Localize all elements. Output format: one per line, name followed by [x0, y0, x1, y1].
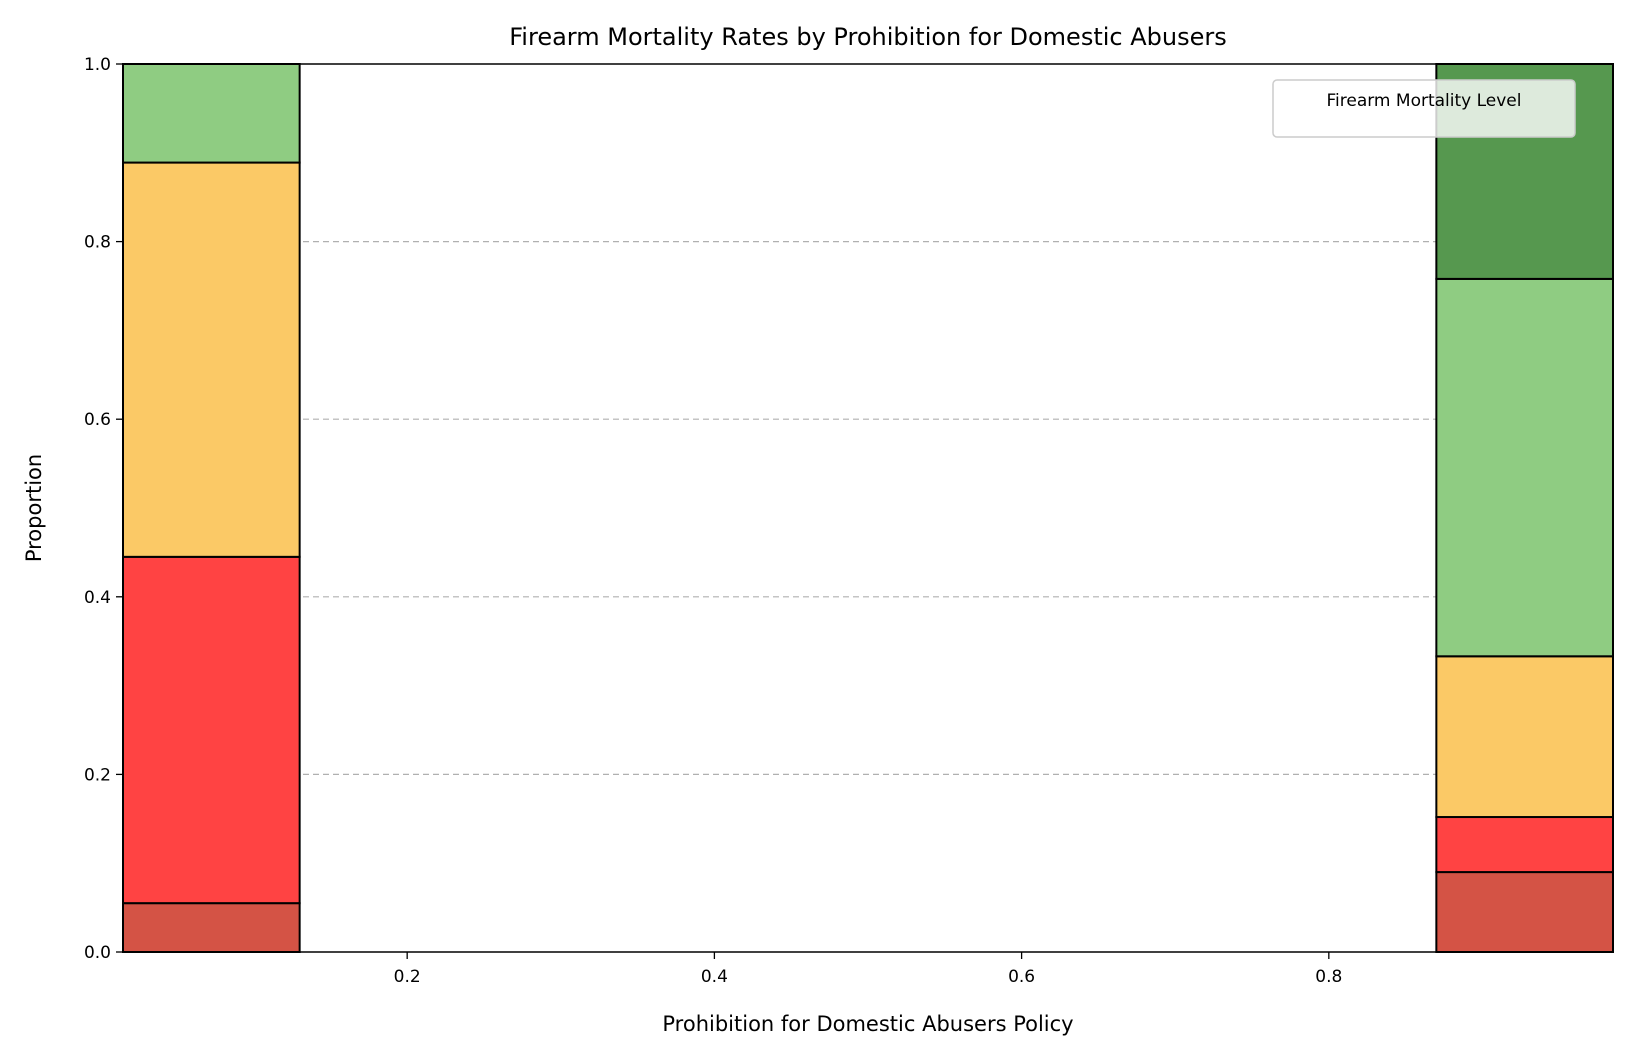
- x-tick-label: 0.4: [701, 967, 728, 987]
- grid-lines: [123, 241, 1613, 776]
- bar-segment: [122, 161, 301, 558]
- bin-0: [122, 63, 301, 953]
- bar-segment: [122, 555, 301, 905]
- y-tick-label: 0.8: [84, 233, 111, 253]
- bar-segment: [1435, 871, 1614, 954]
- bar-segment: [1435, 655, 1614, 819]
- bar-segment: [122, 63, 301, 164]
- legend-box: [1272, 79, 1576, 138]
- y-tick-label: 1.0: [84, 55, 111, 75]
- x-tick-label: 0.2: [394, 967, 421, 987]
- legend: Firearm Mortality Level: [1272, 79, 1576, 138]
- x-tick-label: 0.8: [1315, 967, 1342, 987]
- plot-frame: [122, 63, 1614, 953]
- x-axis-label: Prohibition for Domestic Abusers Policy: [662, 1012, 1073, 1036]
- y-tick-label: 0.0: [84, 943, 111, 963]
- bar-segment: [1435, 816, 1614, 874]
- bar-segment: [122, 902, 301, 953]
- x-ticks: 0.2 0.4 0.6 0.8: [394, 952, 1342, 987]
- bin-1: [1435, 63, 1614, 954]
- y-tick-label: 0.4: [84, 588, 111, 608]
- x-tick-label: 0.6: [1008, 967, 1035, 987]
- axes: [122, 63, 1614, 953]
- y-ticks: 0.0 0.2 0.4 0.6 0.8 1.0: [84, 55, 123, 963]
- y-axis-label: Proportion: [22, 454, 46, 562]
- legend-title: Firearm Mortality Level: [1326, 91, 1521, 111]
- y-tick-label: 0.6: [84, 410, 111, 430]
- chart-title: Firearm Mortality Rates by Prohibition f…: [509, 23, 1226, 51]
- bars: [122, 63, 1614, 954]
- bar-segment: [1435, 277, 1614, 658]
- y-tick-label: 0.2: [84, 765, 111, 785]
